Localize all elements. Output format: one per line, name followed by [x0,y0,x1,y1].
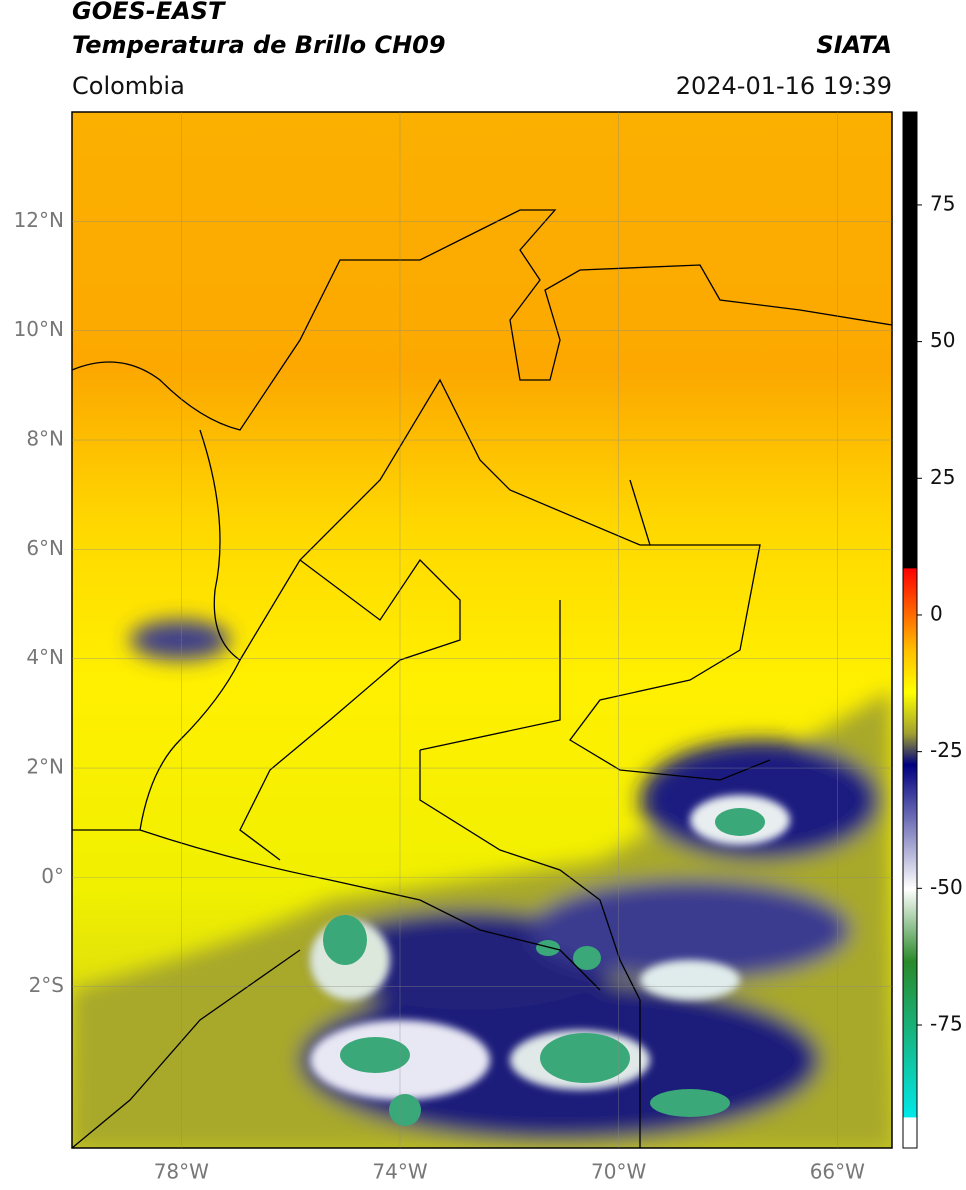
lat-label: 6°N [26,536,64,560]
lat-label: 0° [41,864,64,888]
lon-label: 74°W [372,1160,427,1184]
map-image [72,112,892,1148]
lat-label: 10°N [14,317,64,341]
lon-label: 78°W [154,1160,209,1184]
colorbar [902,111,918,1149]
lat-label: 4°N [26,645,64,669]
colorbar-label: -25 [930,738,963,762]
region: Colombia [72,72,185,100]
lon-label: 66°W [810,1160,865,1184]
colorbar-label: 50 [930,328,955,352]
source: SIATA [816,31,892,59]
lat-label: 2°N [26,755,64,779]
colorbar-label: 0 [930,601,943,625]
lon-label: 70°W [591,1160,646,1184]
satellite: GOES-EAST [72,0,226,25]
lat-label: 8°N [26,427,64,451]
product: Temperatura de Brillo CH09 [72,31,446,59]
colorbar-label: 75 [930,191,955,215]
lat-label: 2°S [29,973,64,997]
map-frame [71,111,893,1149]
colorbar-label: -50 [930,875,963,899]
colorbar-label: -75 [930,1011,963,1035]
lat-label: 12°N [14,208,64,232]
datetime: 2024-01-16 19:39 [676,72,892,100]
colorbar-label: 25 [930,465,955,489]
